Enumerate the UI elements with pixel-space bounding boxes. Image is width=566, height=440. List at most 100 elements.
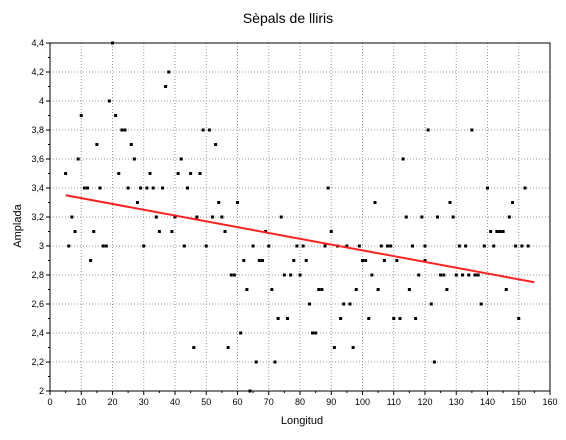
data-point — [420, 216, 423, 219]
data-point — [233, 274, 236, 277]
x-axis-title: Longitud — [281, 415, 323, 427]
data-point — [370, 274, 373, 277]
data-point — [380, 245, 383, 248]
data-point — [527, 245, 530, 248]
data-point — [424, 245, 427, 248]
data-point — [524, 187, 527, 190]
data-point — [458, 245, 461, 248]
data-point — [133, 158, 136, 161]
x-tick-label: 50 — [201, 397, 211, 407]
data-point — [149, 172, 152, 175]
x-tick-label: 120 — [417, 397, 432, 407]
x-tick-label: 60 — [232, 397, 242, 407]
data-point — [508, 216, 511, 219]
data-point — [77, 158, 80, 161]
x-tick-label: 70 — [264, 397, 274, 407]
data-point — [67, 245, 70, 248]
x-tick-label: 110 — [387, 397, 401, 407]
x-tick-label: 90 — [326, 397, 336, 407]
data-point — [161, 187, 164, 190]
data-point — [499, 230, 502, 233]
chart-title: Sèpals de lliris — [243, 10, 333, 26]
data-point — [236, 201, 239, 204]
data-point — [130, 143, 133, 146]
x-tick-label: 80 — [295, 397, 305, 407]
data-point — [99, 187, 102, 190]
data-point — [492, 245, 495, 248]
data-point — [433, 361, 436, 364]
y-tick-label: 2,8 — [31, 270, 44, 280]
y-tick-label: 2,2 — [31, 357, 44, 367]
data-point — [414, 317, 417, 320]
x-tick-label: 20 — [107, 397, 117, 407]
y-tick-label: 3,2 — [31, 212, 44, 222]
data-point — [242, 259, 245, 262]
y-tick-label: 2,4 — [31, 328, 44, 338]
x-tick-label: 10 — [76, 397, 86, 407]
data-point — [202, 129, 205, 132]
x-tick-label: 150 — [511, 397, 526, 407]
data-point — [461, 274, 464, 277]
x-tick-label: 130 — [449, 397, 464, 407]
data-point — [514, 245, 517, 248]
data-point — [211, 216, 214, 219]
data-point — [261, 259, 264, 262]
data-point — [95, 143, 98, 146]
data-point — [445, 288, 448, 291]
data-point — [180, 158, 183, 161]
data-point — [361, 259, 364, 262]
data-point — [364, 259, 367, 262]
data-point — [167, 71, 170, 74]
data-point — [192, 346, 195, 349]
data-point — [267, 245, 270, 248]
data-point — [249, 390, 252, 393]
data-point — [183, 245, 186, 248]
data-point — [339, 317, 342, 320]
data-point — [389, 245, 392, 248]
data-point — [117, 172, 120, 175]
data-point — [402, 158, 405, 161]
data-point — [158, 230, 161, 233]
data-point — [64, 172, 67, 175]
data-point — [177, 172, 180, 175]
y-tick-label: 4 — [39, 96, 44, 106]
data-point — [308, 303, 311, 306]
data-point — [189, 172, 192, 175]
data-point — [333, 346, 336, 349]
data-point — [483, 245, 486, 248]
data-point — [164, 85, 167, 88]
data-point — [467, 274, 470, 277]
data-point — [199, 172, 202, 175]
data-point — [124, 129, 127, 132]
x-tick-label: 160 — [542, 397, 557, 407]
data-point — [320, 288, 323, 291]
y-axis-ticks: 2 2,2 2,4 2,6 2,8 3 3,2 3,4 3,6 3,8 4 4,2 4,4 — [31, 38, 50, 396]
data-point — [408, 288, 411, 291]
grid — [50, 43, 550, 391]
data-point — [470, 129, 473, 132]
x-tick-label: 0 — [47, 397, 52, 407]
data-point — [227, 346, 230, 349]
data-point — [92, 230, 95, 233]
data-point — [274, 361, 277, 364]
data-point — [280, 216, 283, 219]
data-point — [405, 216, 408, 219]
x-tick-label: 100 — [355, 397, 370, 407]
data-point — [314, 332, 317, 335]
data-point — [142, 245, 145, 248]
data-point — [455, 274, 458, 277]
data-point — [286, 317, 289, 320]
data-point — [208, 129, 211, 132]
data-point — [145, 187, 148, 190]
data-point — [495, 230, 498, 233]
data-point — [102, 245, 105, 248]
data-point — [474, 274, 477, 277]
data-point — [411, 245, 414, 248]
data-point — [170, 230, 173, 233]
data-point — [214, 143, 217, 146]
data-point — [349, 303, 352, 306]
x-tick-label: 40 — [170, 397, 180, 407]
data-point — [427, 129, 430, 132]
data-point — [464, 245, 467, 248]
